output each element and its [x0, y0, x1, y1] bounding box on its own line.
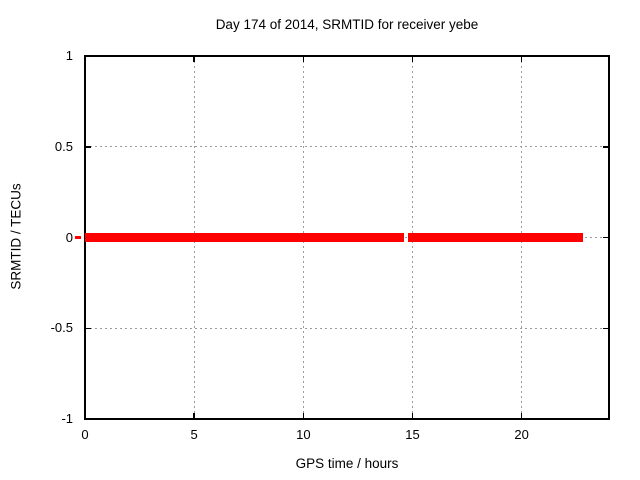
x-tick-mark	[412, 413, 414, 419]
x-tick-mark-top	[84, 56, 86, 62]
x-tick-mark	[303, 413, 305, 419]
y-tick-mark	[85, 55, 91, 57]
y-tick-mark	[85, 146, 91, 148]
x-tick-mark-top	[521, 56, 523, 62]
y-tick-mark-right	[603, 328, 609, 330]
x-tick-mark-top	[303, 56, 305, 62]
series-line-segment	[85, 233, 404, 242]
series-layer	[0, 0, 640, 480]
x-tick-mark	[193, 413, 195, 419]
y-tick-mark-right	[603, 55, 609, 57]
series-line-segment	[408, 233, 583, 242]
series-line-segment	[75, 236, 80, 239]
y-tick-mark	[85, 418, 91, 420]
y-tick-mark	[85, 328, 91, 330]
y-tick-mark-right	[603, 146, 609, 148]
x-tick-mark	[521, 413, 523, 419]
x-tick-mark-top	[412, 56, 414, 62]
y-tick-mark-right	[603, 418, 609, 420]
gnuplot-chart: Day 174 of 2014, SRMTID for receiver yeb…	[0, 0, 640, 480]
x-tick-mark-top	[193, 56, 195, 62]
y-tick-mark-right	[603, 237, 609, 239]
